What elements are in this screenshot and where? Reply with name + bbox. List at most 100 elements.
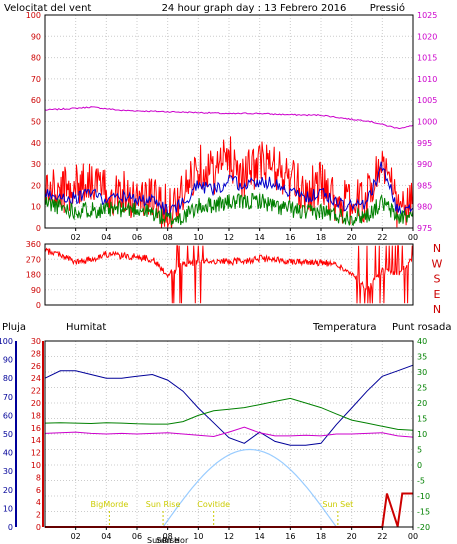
temperature-y-tick-label: -15: [417, 508, 430, 517]
wind-y-tick-label: 20: [31, 181, 41, 190]
wind-y-tick-label: 0: [36, 224, 41, 233]
wind-x-tick-label: 16: [285, 233, 295, 242]
wind-y-tick-label: 50: [31, 118, 41, 127]
wind-y-tick-label: 40: [31, 139, 41, 148]
humidity-y-tick-label: 20: [3, 486, 13, 495]
wind-x-tick-label: 08: [163, 233, 173, 242]
rain-label: Pluja: [2, 322, 26, 333]
wind-x-tick-label: 10: [193, 233, 203, 242]
humidity-y-tick-label: 70: [3, 393, 13, 402]
rain-y-tick-label: 10: [31, 461, 41, 470]
direction-y-tick-label: 180: [26, 271, 41, 280]
annotation-label: BigMorde: [91, 500, 129, 509]
wind-x-tick-label: 00: [408, 233, 418, 242]
pressure-y-tick-label: 1010: [417, 75, 437, 84]
pressure-y-tick-label: 980: [417, 203, 432, 212]
pressure-y-tick-label: 990: [417, 160, 432, 169]
gust_low-series: [44, 192, 414, 227]
pressure-y-tick-label: 1025: [417, 11, 437, 20]
temperature-y-tick-label: 5: [417, 446, 422, 455]
humidity-y-tick-label: 90: [3, 356, 13, 365]
direction-y-tick-label: 0: [36, 301, 41, 310]
compass-label: W: [432, 257, 443, 270]
rain-y-tick-label: 20: [31, 399, 41, 408]
wind-x-tick-label: 18: [316, 233, 326, 242]
climate-x-tick-label: 14: [255, 532, 265, 541]
annotation-label: Sun Rise: [146, 500, 181, 509]
wind-x-tick-label: 06: [132, 233, 142, 242]
compass-label: S: [434, 273, 441, 286]
climate-x-tick-label: 22: [377, 532, 387, 541]
climate-x-tick-label: 04: [101, 532, 111, 541]
dewpoint-series: [44, 426, 414, 438]
direction-y-tick-label: 270: [26, 255, 41, 264]
temperature-y-tick-label: -5: [417, 477, 425, 486]
pressure-y-tick-label: 995: [417, 139, 432, 148]
wind-y-tick-label: 80: [31, 54, 41, 63]
rain-y-tick-label: 28: [31, 349, 41, 358]
climate-x-tick-label: 16: [285, 532, 295, 541]
pressure-y-tick-label: 1020: [417, 32, 437, 41]
humidity-y-tick-label: 50: [3, 430, 13, 439]
temperature-y-tick-label: 10: [417, 430, 427, 439]
rain-y-tick-label: 14: [31, 436, 41, 445]
climate-x-tick-label: 10: [193, 532, 203, 541]
climate-x-tick-label: 06: [132, 532, 142, 541]
direction-y-tick-label: 360: [26, 240, 41, 249]
climate-x-tick-label: 02: [71, 532, 81, 541]
climate-x-tick-label: 18: [316, 532, 326, 541]
temperature-y-tick-label: 35: [417, 353, 427, 362]
wind-x-tick-label: 04: [101, 233, 111, 242]
climate-x-tick-label: 00: [408, 532, 418, 541]
temperature-y-tick-label: 0: [417, 461, 422, 470]
rain-y-tick-label: 30: [31, 337, 41, 346]
annotation-label: Sun Hor: [156, 536, 189, 544]
wind-y-tick-label: 100: [26, 11, 41, 20]
wind-y-tick-label: 70: [31, 75, 41, 84]
chart-title: 24 hour graph day : 13 Febrero 2016: [162, 3, 347, 14]
rain-y-tick-label: 26: [31, 362, 41, 371]
wind-x-tick-label: 14: [255, 233, 265, 242]
dewpoint-label: Punt rosada: [392, 322, 451, 333]
pressure-y-tick-label: 975: [417, 224, 432, 233]
wind-speed-label: Velocitat del vent: [4, 3, 91, 14]
humidity-y-tick-label: 40: [3, 449, 13, 458]
solar-curve: [162, 448, 337, 528]
humidity-series: [44, 364, 414, 446]
temperature-y-tick-label: 20: [417, 399, 427, 408]
climate-x-tick-label: 08: [163, 532, 173, 541]
temperature-series: [44, 397, 414, 431]
temperature-y-tick-label: 40: [417, 337, 427, 346]
humidity-y-tick-label: 100: [0, 337, 13, 346]
pressure-y-tick-label: 1015: [417, 54, 437, 63]
compass-label: N: [433, 242, 441, 255]
pressure-label: Pressió: [370, 2, 405, 14]
direction-plot-area: [44, 243, 414, 306]
compass-label: E: [434, 288, 441, 301]
annotation-label: Sun Set: [322, 500, 353, 509]
humidity-y-tick-label: 0: [8, 523, 13, 532]
temperature-y-tick-label: 15: [417, 415, 427, 424]
rain-y-tick-label: 6: [36, 486, 41, 495]
rain-y-tick-label: 0: [36, 523, 41, 532]
wind-series: [44, 136, 414, 229]
wind-x-tick-label: 02: [71, 233, 81, 242]
wind-y-tick-label: 60: [31, 96, 41, 105]
humidity-y-tick-label: 30: [3, 467, 13, 476]
wind-x-tick-label: 20: [347, 233, 357, 242]
rain-y-tick-label: 22: [31, 387, 41, 396]
rain-y-tick-label: 24: [31, 374, 41, 383]
wind-x-tick-label: 12: [224, 233, 234, 242]
humidity-y-tick-label: 60: [3, 411, 13, 420]
direction-y-tick-label: 90: [31, 286, 41, 295]
climate-x-tick-label: 20: [347, 532, 357, 541]
humidity-y-tick-label: 10: [3, 504, 13, 513]
temperature-y-tick-label: -10: [417, 492, 430, 501]
humidity-y-tick-label: 80: [3, 374, 13, 383]
pressure-y-tick-label: 985: [417, 181, 432, 190]
rain-y-tick-label: 12: [31, 449, 41, 458]
pressure-y-tick-label: 1005: [417, 96, 437, 105]
pressure-y-tick-label: 1000: [417, 118, 437, 127]
annotation-label: Covitide: [197, 500, 230, 509]
temperature-y-tick-label: 25: [417, 384, 427, 393]
